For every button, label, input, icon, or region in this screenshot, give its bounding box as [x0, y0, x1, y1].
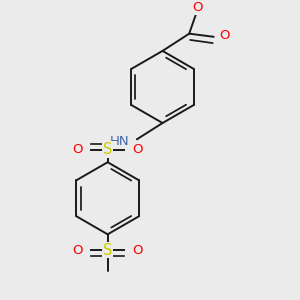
Text: S: S [103, 242, 112, 257]
Text: O: O [219, 29, 230, 42]
Text: O: O [73, 143, 83, 156]
Text: O: O [132, 143, 142, 156]
Text: O: O [73, 244, 83, 256]
Text: O: O [192, 1, 202, 14]
Text: O: O [132, 244, 142, 256]
Text: S: S [103, 142, 112, 157]
Text: HN: HN [110, 135, 129, 148]
